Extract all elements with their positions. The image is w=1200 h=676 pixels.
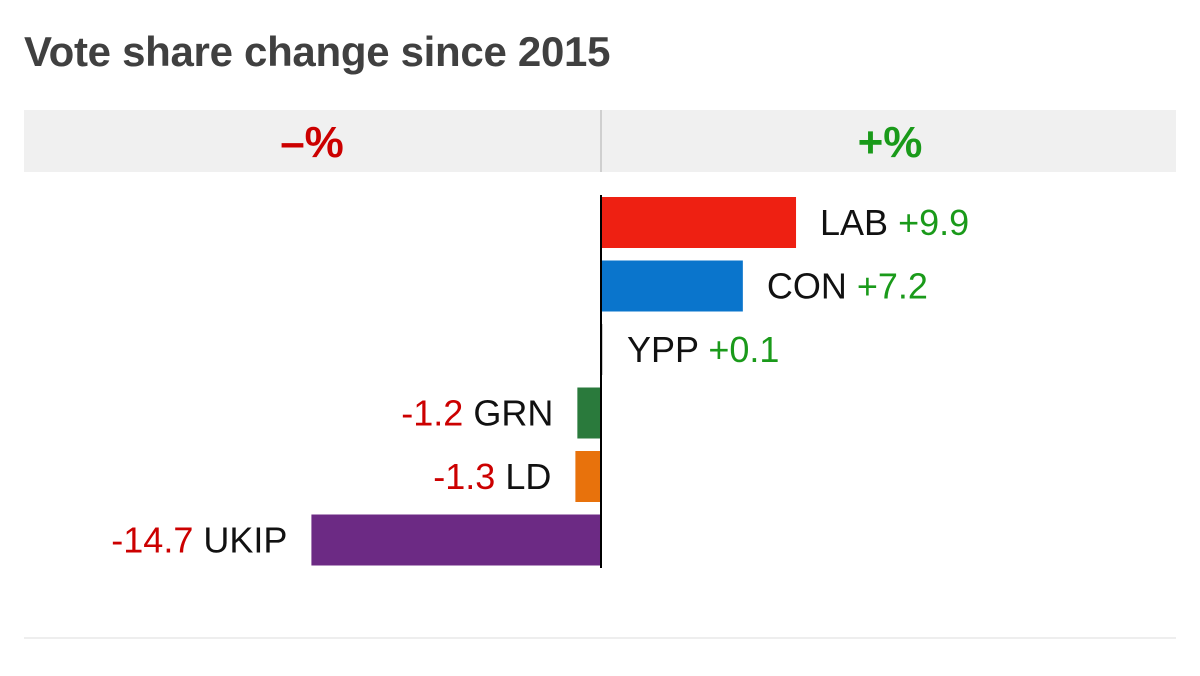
value-label: -1.3 [433, 456, 495, 497]
bar-lab [601, 197, 797, 248]
positive-header: +% [857, 118, 923, 167]
value-label: +0.1 [708, 329, 779, 370]
label-ypp: YPP +0.1 [627, 329, 779, 370]
label-ld: -1.3 LD [433, 456, 551, 497]
chart-title: Vote share change since 2015 [24, 28, 611, 75]
value-label: -14.7 [111, 520, 193, 561]
bar-con [601, 260, 743, 312]
value-label: +9.9 [898, 202, 969, 243]
category-label: UKIP [203, 520, 287, 561]
category-label: YPP [627, 329, 698, 370]
bar-ukip [311, 514, 601, 566]
bar-grn [577, 387, 601, 439]
label-grn: -1.2 GRN [401, 393, 553, 434]
category-label: GRN [473, 393, 553, 434]
category-label: LAB [820, 202, 888, 243]
bar-ld [575, 451, 601, 502]
label-con: CON +7.2 [767, 266, 928, 307]
value-label: +7.2 [857, 266, 928, 307]
category-label: LD [505, 456, 551, 497]
label-lab: LAB +9.9 [820, 202, 969, 243]
footer-rule [24, 637, 1176, 639]
header-divider [600, 110, 602, 172]
value-label: -1.2 [401, 393, 463, 434]
label-ukip: -14.7 UKIP [111, 520, 287, 561]
category-label: CON [767, 266, 847, 307]
negative-header: –% [280, 118, 344, 167]
